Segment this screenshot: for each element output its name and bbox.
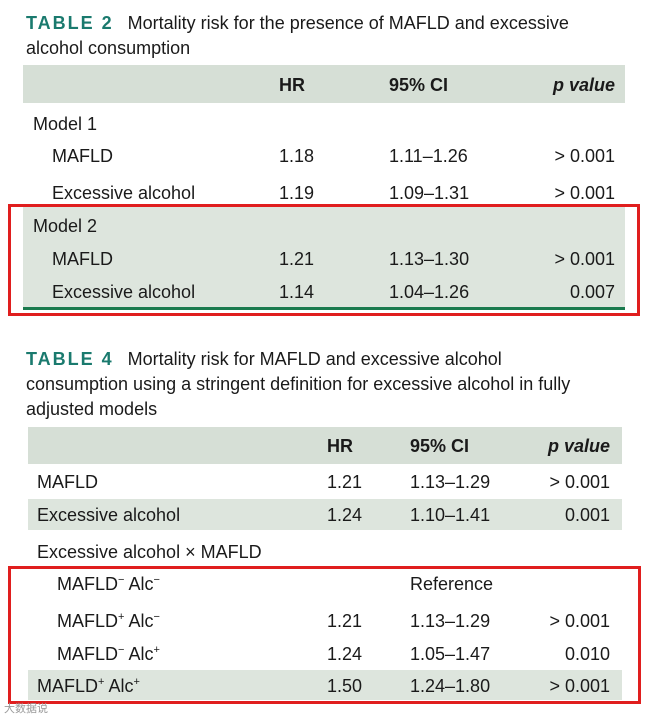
table4-title-line3: adjusted models	[26, 399, 157, 419]
table2-highlight-box	[8, 204, 640, 316]
table4-header-ci: 95% CI	[410, 435, 469, 457]
table4-row2-hr: 1.24	[327, 504, 362, 526]
table2-caption-line2: alcohol consumption	[26, 36, 190, 60]
watermark: 大数据说	[4, 700, 48, 716]
table2-model1-row1-p: > 0.001	[515, 145, 615, 167]
table4-header-hr: HR	[327, 435, 353, 457]
table2-model1-row2-name: Excessive alcohol	[52, 182, 195, 204]
table2-model1-row2-ci: 1.09–1.31	[389, 182, 469, 204]
table2-model1-row1-name: MAFLD	[52, 145, 113, 167]
table2-caption: TABLE 2 Mortality risk for the presence o…	[26, 11, 569, 35]
table4-row2-ci: 1.10–1.41	[410, 504, 490, 526]
table4-title-line1: Mortality risk for MAFLD and excessive a…	[128, 349, 502, 369]
table4-row2-p: 0.001	[510, 504, 610, 526]
table2-title-line2: alcohol consumption	[26, 38, 190, 58]
table2-title-line1: Mortality risk for the presence of MAFLD…	[128, 13, 569, 33]
table4-label: TABLE 4	[26, 349, 114, 369]
table4-caption-line2: consumption using a stringent definition…	[26, 372, 570, 396]
table2-model1-row1-hr: 1.18	[279, 145, 314, 167]
table2-model1-row1-ci: 1.11–1.26	[389, 145, 468, 167]
table4-title-line2: consumption using a stringent definition…	[26, 374, 570, 394]
table2-header-ci: 95% CI	[389, 74, 448, 96]
table4-header-p: p value	[510, 435, 610, 457]
table2-label: TABLE 2	[26, 13, 114, 33]
table2-model1-label: Model 1	[33, 113, 97, 135]
table2-header-p: p value	[515, 74, 615, 96]
table4-caption-line3: adjusted models	[26, 397, 157, 421]
table2-header-hr: HR	[279, 74, 305, 96]
table4-interaction-label: Excessive alcohol × MAFLD	[37, 541, 262, 563]
table4-header-p-text: p value	[548, 436, 610, 456]
table2-model1-row2-hr: 1.19	[279, 182, 314, 204]
table4-row1-name: MAFLD	[37, 471, 98, 493]
table4-caption: TABLE 4 Mortality risk for MAFLD and exce…	[26, 347, 502, 371]
table2-header-p-text: p value	[553, 75, 615, 95]
table4-row1-ci: 1.13–1.29	[410, 471, 490, 493]
table2-model1-row2-p: > 0.001	[515, 182, 615, 204]
table4-row2-name: Excessive alcohol	[37, 504, 180, 526]
table4-row1-hr: 1.21	[327, 471, 362, 493]
table4-highlight-box	[8, 566, 641, 704]
table4-row1-p: > 0.001	[510, 471, 610, 493]
